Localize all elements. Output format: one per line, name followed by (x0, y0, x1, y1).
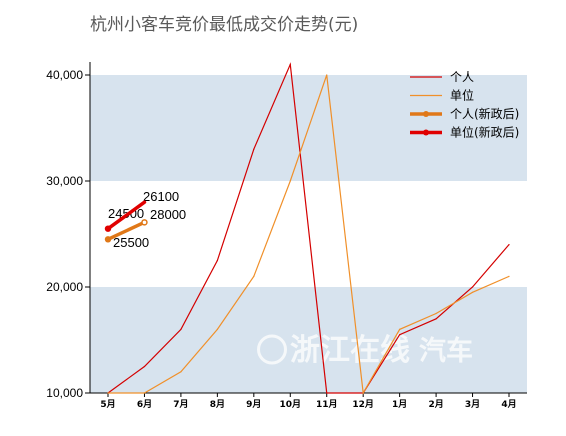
data-label: 26100 (143, 189, 179, 204)
legend-label: 个人 (450, 70, 474, 84)
new-policy-point (104, 225, 112, 232)
new-policy-point (141, 219, 148, 226)
series-point (289, 63, 291, 65)
series-point (508, 244, 510, 246)
series-point (143, 392, 146, 394)
data-label: 25500 (113, 235, 149, 250)
series-point (216, 328, 218, 330)
series-point (435, 312, 437, 315)
y-tick-label: 40,000 (46, 68, 83, 82)
x-tick-label: 7月 (173, 399, 188, 410)
watermark-logo: 浙江在线 汽车 (357, 13, 502, 37)
series-point (362, 392, 364, 394)
data-label: 28000 (150, 207, 186, 222)
series-line-0 (107, 62, 510, 394)
watermark-text: 浙江在线 (380, 13, 460, 37)
series-point (253, 275, 255, 277)
x-tick-label: 11月 (316, 399, 338, 410)
watermark-circle (257, 334, 287, 365)
watermark-logo: 浙江在线 汽车 (348, 269, 451, 286)
watermark-sub: 汽车 (419, 335, 473, 367)
series-point (399, 334, 401, 336)
new-policy-lines: 24500261002550028000 (104, 189, 186, 250)
legend-swatch-dot (423, 129, 429, 136)
y-tick-label: 20,000 (46, 280, 83, 294)
background-bands (90, 62, 527, 393)
x-tick-label: 12月 (352, 399, 374, 410)
series-point (107, 392, 109, 394)
x-tick-label: 2月 (428, 399, 443, 410)
legend-label: 单位 (450, 88, 474, 103)
x-tick-label: 1月 (392, 399, 407, 410)
series-point (289, 180, 291, 182)
series-point (216, 259, 218, 262)
watermark-sub: 汽车 (466, 15, 502, 37)
series-point (326, 392, 328, 394)
watermark-logo: 浙江在线 汽车 (95, 184, 219, 205)
series-point (471, 286, 474, 288)
new-policy-point (104, 236, 112, 243)
new-policy-line-0 (106, 220, 147, 242)
series-point (180, 371, 182, 373)
series-point (508, 275, 510, 277)
watermark-sub: 汽车 (425, 270, 451, 285)
watermark-text: 浙江在线 (365, 269, 421, 286)
y-tick-label: 10,000 (46, 386, 83, 400)
x-tick-label: 4月 (501, 399, 516, 410)
new-policy-line-1 (106, 200, 147, 231)
x-tick-label: 6月 (137, 399, 152, 410)
series-point (180, 328, 182, 330)
watermark-circle (95, 184, 114, 204)
watermark-logo: 浙江在线 汽车 (257, 333, 473, 368)
series-point (253, 148, 255, 150)
watermark-text: 浙江在线 (115, 184, 183, 205)
y-tick-label: 30,000 (46, 174, 83, 188)
band-0 (90, 287, 527, 393)
chart-title: 杭州小客车竞价最低成交价走势(元) (90, 15, 358, 35)
watermark-text: 浙江在线 (290, 333, 410, 368)
legend-label: 个人(新政后) (450, 106, 519, 121)
series-point (143, 365, 146, 368)
series-point (399, 328, 401, 330)
x-tick-label: 9月 (246, 399, 261, 410)
legend-swatch-dot (423, 111, 429, 117)
watermark-circle (357, 14, 379, 36)
series-point (435, 318, 437, 320)
x-tick-label: 10月 (280, 399, 302, 410)
series-point (326, 74, 328, 76)
series-point (471, 291, 474, 293)
x-tick-label: 3月 (465, 399, 480, 410)
x-tick-label: 8月 (210, 399, 225, 410)
x-tick-label: 5月 (100, 399, 115, 410)
legend-label: 单位(新政后) (450, 125, 519, 140)
series-line-1 (108, 74, 510, 395)
series-lines (107, 62, 510, 395)
watermark-sub: 汽车 (188, 186, 219, 204)
axes: 10,000 20,000 30,000 40,000 5月 6月 7月 8月 9月 10月 11月… (46, 62, 527, 410)
